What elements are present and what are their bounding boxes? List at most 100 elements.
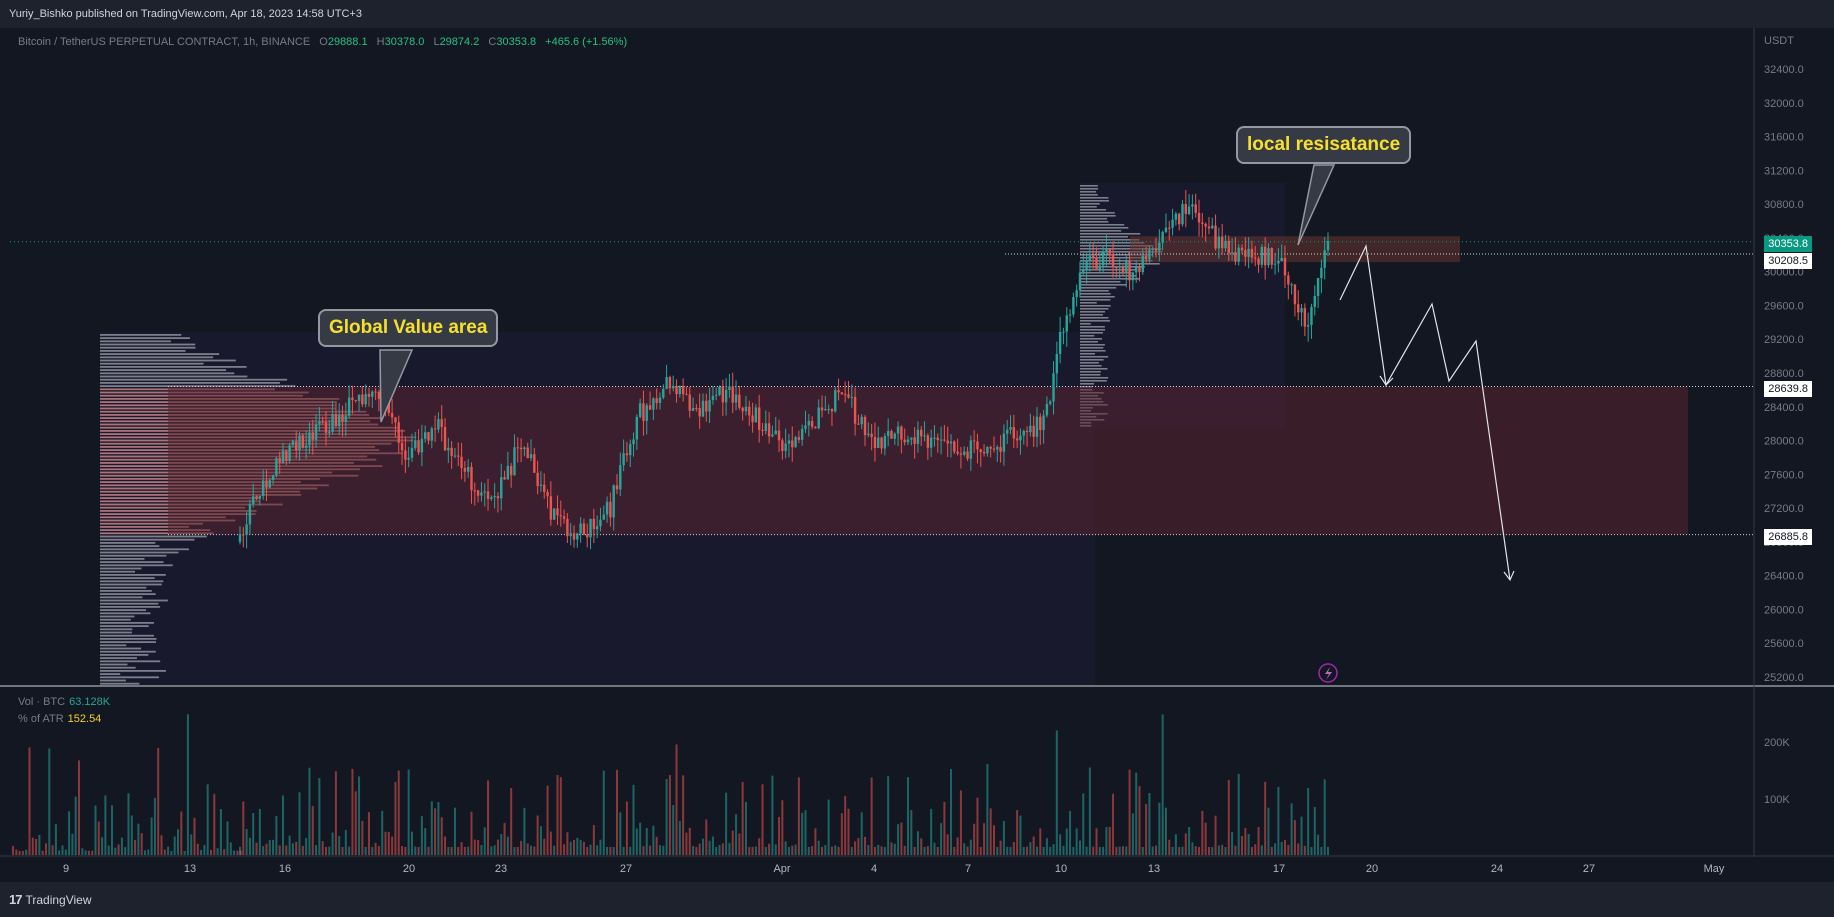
candle-body — [1128, 261, 1131, 281]
profile-bar — [1080, 260, 1153, 262]
volume-bar — [721, 843, 724, 855]
volume-bar — [351, 768, 354, 855]
candle-body — [486, 491, 490, 499]
candle-body — [820, 407, 824, 411]
candle-body — [1012, 427, 1016, 439]
volume-bar — [678, 820, 681, 855]
candle-body — [791, 440, 794, 448]
profile-bar — [100, 679, 126, 682]
candle-body — [605, 501, 609, 515]
volume-bar — [1131, 813, 1134, 855]
volume-bar — [857, 837, 860, 855]
candle-body — [463, 468, 467, 472]
candle-body — [308, 432, 311, 446]
candle-body — [857, 423, 860, 425]
volume-bar — [645, 828, 648, 855]
volume-bar — [1201, 810, 1204, 855]
volume-bar — [814, 828, 817, 855]
candle-body — [480, 492, 483, 496]
price-chart[interactable]: USDT 32400.0 32000.0 31600.0 31200.0 30800.0 3… — [0, 28, 1834, 882]
volume-bar — [134, 839, 137, 855]
volume-bar — [391, 836, 394, 855]
profile-bar — [100, 574, 166, 576]
volume-bar — [903, 845, 906, 855]
volume-bar — [619, 812, 622, 855]
x-tick-label: 4 — [871, 863, 877, 875]
profile-bar — [100, 382, 280, 384]
projection-arrow-2 — [1503, 570, 1515, 582]
volume-bar — [582, 841, 585, 855]
candle-body — [999, 447, 1002, 452]
profile-bar — [100, 631, 132, 634]
local-resistance-callout[interactable]: local resisatance — [1236, 126, 1412, 164]
candle-body — [1273, 263, 1277, 265]
volume-bar — [794, 844, 797, 855]
volume-bar — [381, 810, 384, 855]
volume-bar — [916, 831, 919, 855]
candle-body — [1323, 250, 1326, 268]
tradingview-brand[interactable]: 17 TradingView — [9, 892, 92, 907]
candle-body — [361, 394, 364, 405]
volume-bar — [1287, 844, 1290, 855]
candle-body — [1164, 227, 1168, 232]
candle-body — [592, 518, 596, 530]
candle-body — [546, 491, 549, 497]
candle-body — [1168, 227, 1171, 229]
tradingview-logo-icon: 17 — [9, 892, 23, 907]
volume-bar — [196, 843, 199, 855]
candle-body — [1174, 213, 1178, 220]
volume-bar — [430, 801, 433, 855]
candle-body — [1092, 255, 1095, 258]
volume-bar — [1078, 840, 1081, 855]
volume-bar — [1178, 846, 1181, 855]
close-label: C — [488, 36, 497, 48]
profile-bar — [100, 353, 220, 355]
volume-bar — [817, 840, 820, 855]
x-tick-label: 13 — [1148, 863, 1160, 875]
volume-bar — [688, 827, 691, 855]
candle-body — [883, 436, 887, 449]
volume-bar — [596, 845, 599, 855]
profile-bar — [1080, 224, 1125, 226]
candle-body — [1151, 248, 1154, 250]
volume-bar — [45, 843, 47, 855]
volume-bar — [672, 805, 675, 855]
candle-body — [516, 447, 519, 449]
volume-bar — [130, 815, 133, 855]
volume-bar — [682, 775, 685, 855]
open-label: O — [319, 36, 328, 48]
x-tick-label: 13 — [184, 863, 196, 875]
volume-bar — [1059, 834, 1062, 855]
candle-body — [1217, 236, 1221, 249]
candle-body — [708, 399, 711, 412]
volume-bar — [180, 811, 183, 855]
candle-body — [347, 397, 351, 416]
y-tick-label: 27600.0 — [1764, 469, 1804, 481]
volume-bar — [1221, 844, 1224, 855]
volume-bar — [473, 839, 476, 855]
candle-body — [288, 445, 291, 462]
y-tick-label: 32400.0 — [1764, 64, 1804, 76]
candle-body — [1105, 248, 1108, 253]
volume-bar — [374, 842, 377, 855]
candle-body — [301, 435, 305, 448]
candle-body — [718, 386, 721, 395]
volume-bar — [615, 769, 618, 855]
candle-body — [314, 424, 318, 440]
volume-bar — [1257, 827, 1260, 855]
candle-body — [1134, 266, 1138, 273]
projection-line — [1339, 243, 1511, 581]
y-tick-label: 30800.0 — [1764, 199, 1804, 211]
candle-body — [1039, 416, 1042, 431]
volume-bar — [137, 823, 140, 855]
volume-bar — [520, 840, 523, 855]
volume-bar — [1307, 788, 1310, 855]
volume-bar — [1135, 772, 1138, 855]
volume-bar — [144, 850, 146, 855]
profile-bar — [100, 596, 143, 599]
candle-body — [926, 435, 930, 448]
volume-bar — [804, 810, 807, 855]
global-value-area-callout[interactable]: Global Value area — [318, 309, 499, 347]
candle-body — [913, 437, 916, 444]
candle-body — [916, 429, 920, 444]
